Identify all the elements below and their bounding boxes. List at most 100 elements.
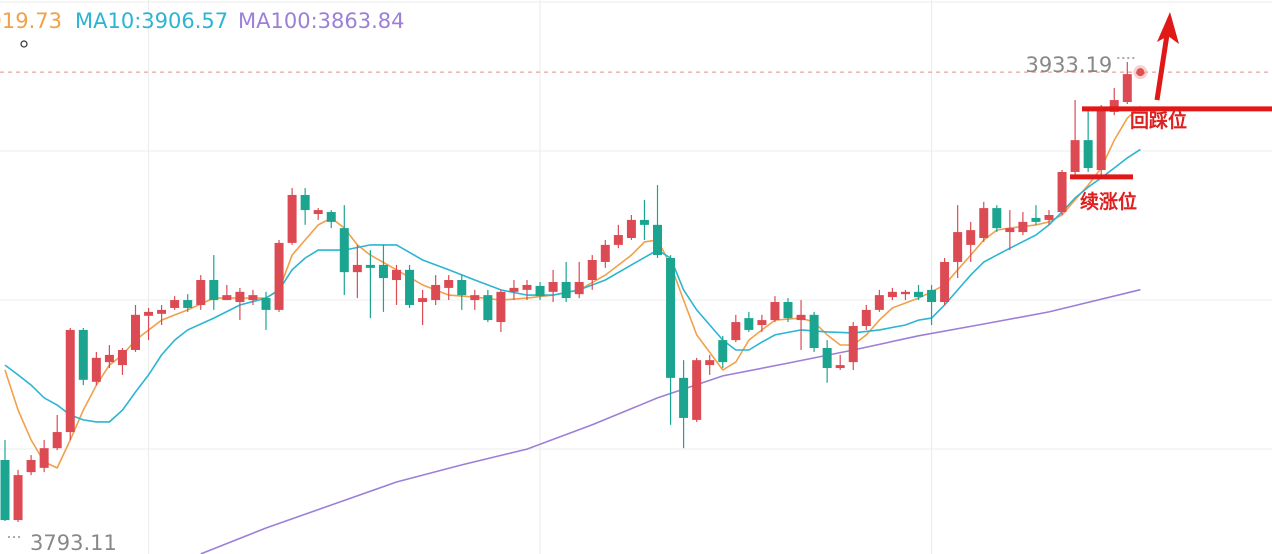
candle-body (405, 269, 415, 305)
candle-body (1122, 74, 1132, 103)
ma-line (200, 288, 1141, 554)
candle-body (600, 244, 610, 262)
candle-body (535, 285, 545, 297)
candles (0, 62, 1145, 523)
level-label: 回踩位 (1130, 109, 1187, 132)
candle-body (339, 228, 349, 273)
candle-body (196, 280, 206, 305)
candle-body (1057, 171, 1067, 213)
low-label: 3793.11 (30, 531, 117, 554)
candle-body (183, 300, 193, 308)
candle-body (444, 280, 454, 288)
candle-body (522, 284, 532, 290)
legend-entry: MA5:3919.73 (0, 9, 62, 33)
candle-body (626, 219, 636, 238)
candle-body (313, 210, 323, 215)
ma-line (4, 105, 1141, 469)
candle-body (561, 281, 571, 299)
candle-body (692, 360, 702, 420)
candle-body (770, 302, 780, 321)
candle-body (104, 354, 114, 363)
candle-body (900, 291, 910, 295)
candle-body (848, 325, 858, 363)
candle-body (835, 365, 845, 369)
candle-body (261, 298, 271, 310)
candle-body (783, 302, 793, 319)
settings-icon[interactable] (20, 40, 28, 48)
candle-body (378, 264, 388, 279)
arrow-head (1157, 12, 1179, 44)
candle-body (1109, 100, 1119, 112)
ma-lines (4, 105, 1141, 554)
candle-body (679, 377, 689, 418)
candle-body (457, 280, 467, 296)
candle-body (483, 295, 493, 321)
level-label: 续涨位 (1080, 190, 1137, 213)
candle-body (1096, 109, 1106, 171)
candle-body (914, 291, 923, 298)
candle-body (927, 289, 937, 303)
candle-body (1070, 140, 1080, 172)
candle-body (26, 459, 36, 473)
candle-body (874, 295, 884, 310)
candle-body (731, 322, 741, 341)
candle-body (822, 347, 832, 369)
candle-body (248, 295, 258, 301)
candle-body (117, 349, 127, 366)
candle-body (653, 224, 662, 256)
candle-body (509, 287, 519, 292)
candle-body (13, 475, 23, 521)
high-label: 3933.19 (1025, 53, 1112, 77)
arrow (1154, 12, 1179, 101)
candle-body (496, 291, 506, 323)
candle-body (940, 261, 950, 303)
candle-body (157, 309, 167, 314)
legend-entry: MA10:3906.57 (75, 9, 228, 33)
candle-body (287, 194, 297, 243)
candle-body (431, 284, 441, 301)
candle-body (209, 280, 219, 301)
candle-body (392, 269, 401, 281)
ma-line (4, 148, 1141, 423)
candle-body (666, 258, 676, 378)
candle-body (1005, 228, 1015, 233)
candle-body (91, 357, 101, 382)
candle-body (78, 329, 88, 380)
candle-body (274, 242, 284, 310)
candle-body (1083, 140, 1093, 169)
candle-body (65, 329, 75, 433)
candle-body (992, 208, 1002, 229)
candle-body (587, 259, 597, 281)
candle-body (1031, 217, 1041, 222)
candle-body (352, 264, 362, 273)
candle-body (979, 208, 989, 238)
candle-body (953, 232, 963, 262)
candle-body (548, 281, 558, 292)
candle-body (639, 219, 649, 225)
candle-body (1044, 214, 1054, 220)
candle-body (757, 320, 767, 326)
candle-body (470, 295, 480, 301)
candle-body (1018, 221, 1028, 233)
candle-body (235, 291, 245, 303)
candle-body (718, 340, 728, 363)
candle-body (170, 300, 180, 308)
candle-body (613, 235, 623, 245)
candle-body (326, 212, 336, 222)
candle-body (0, 459, 10, 521)
candle-body (300, 194, 310, 211)
candle-body (705, 360, 715, 366)
candle-body (744, 318, 754, 330)
last-price-dot (1136, 68, 1145, 77)
legend-entry: MA100:3863.84 (238, 9, 404, 33)
candle-body (809, 314, 819, 348)
candle-body (887, 291, 897, 298)
candle-body (574, 281, 584, 295)
candle-body (796, 314, 806, 321)
candle-body (861, 309, 871, 326)
arrow-shaft (1154, 27, 1171, 101)
candle-body (144, 311, 154, 316)
